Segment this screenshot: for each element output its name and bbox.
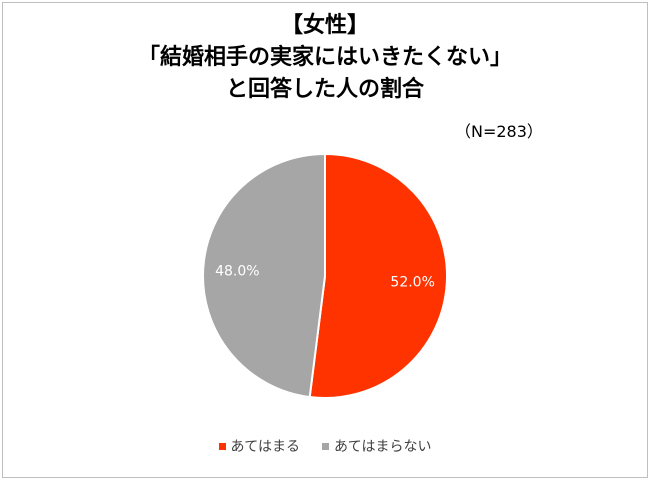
data-label-disagree: 48.0% — [215, 263, 259, 279]
legend-swatch-agree — [218, 442, 226, 450]
chart-title-line-3: と回答した人の割合 — [225, 77, 424, 102]
sample-size-note: （N=283） — [455, 122, 543, 141]
legend-item-agree: あてはまる — [218, 436, 300, 456]
data-label-agree: 52.0% — [390, 275, 434, 291]
pie-slice-disagree — [202, 152, 326, 399]
legend-swatch-disagree — [322, 442, 329, 450]
legend-label-agree: あてはまる — [230, 439, 300, 455]
chart-title: 【女性】 「結婚相手の実家にはいきたくない」 と回答した人の割合 — [0, 10, 650, 106]
pie-slice-agree — [308, 152, 448, 399]
legend-label-disagree: あてはまらない — [334, 439, 432, 455]
legend-item-disagree: あてはまらない — [322, 436, 431, 456]
legend: あてはまる あてはまらない — [0, 436, 650, 456]
chart-title-line-1: 【女性】 — [280, 13, 369, 38]
chart-title-line-2: 「結婚相手の実家にはいきたくない」 — [137, 45, 512, 70]
